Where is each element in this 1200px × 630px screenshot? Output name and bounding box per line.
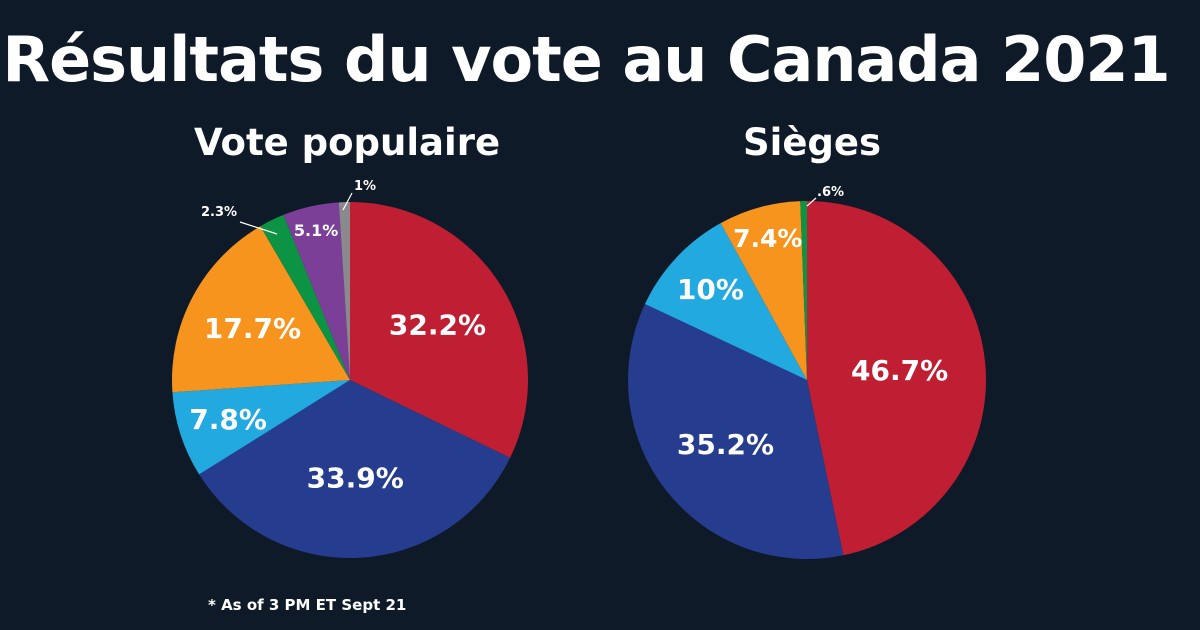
callout-line	[806, 197, 817, 207]
pie-slice	[644, 223, 807, 380]
footnote: * As of 3 PM ET Sept 21	[208, 596, 407, 614]
data-label: 10%	[677, 273, 744, 306]
pie-slice	[171, 226, 350, 393]
pie-slice	[199, 380, 511, 559]
pie-slice	[338, 202, 350, 380]
pie-slice	[172, 380, 350, 475]
data-label: 17.7%	[204, 312, 301, 345]
data-label: 5.1%	[294, 221, 338, 240]
data-label: .6%	[817, 185, 844, 200]
data-label: 32.2%	[389, 309, 486, 342]
data-label: 7.8%	[189, 403, 267, 436]
data-label: 46.7%	[851, 354, 948, 387]
pie-slice	[720, 201, 807, 380]
chart-title-vote-populaire: Vote populaire	[193, 121, 501, 164]
data-label: 1%	[354, 179, 376, 194]
pie-slice	[800, 201, 807, 380]
pie-slice	[350, 202, 528, 458]
chart-title-sieges: Sièges	[742, 121, 882, 164]
callout-line	[239, 221, 278, 235]
data-label: 35.2%	[677, 428, 774, 461]
data-label: 33.9%	[307, 461, 404, 494]
data-label: 2.3%	[201, 205, 237, 220]
callout-line	[342, 192, 353, 211]
pie-slice	[628, 303, 844, 559]
pie-slice	[260, 214, 350, 380]
pie-chart-vote-populaire: 32.2% 33.9% 7.8% 17.7% 2.3% 5.1% 1%	[171, 179, 528, 559]
page-title: Résultats du vote au Canada 2021	[2, 23, 1170, 96]
data-label: 7.4%	[733, 224, 802, 253]
pie-slice	[283, 202, 350, 380]
pie-chart-sieges: 46.7% 35.2% 10% 7.4% .6%	[628, 185, 986, 559]
pie-slice	[807, 201, 986, 556]
